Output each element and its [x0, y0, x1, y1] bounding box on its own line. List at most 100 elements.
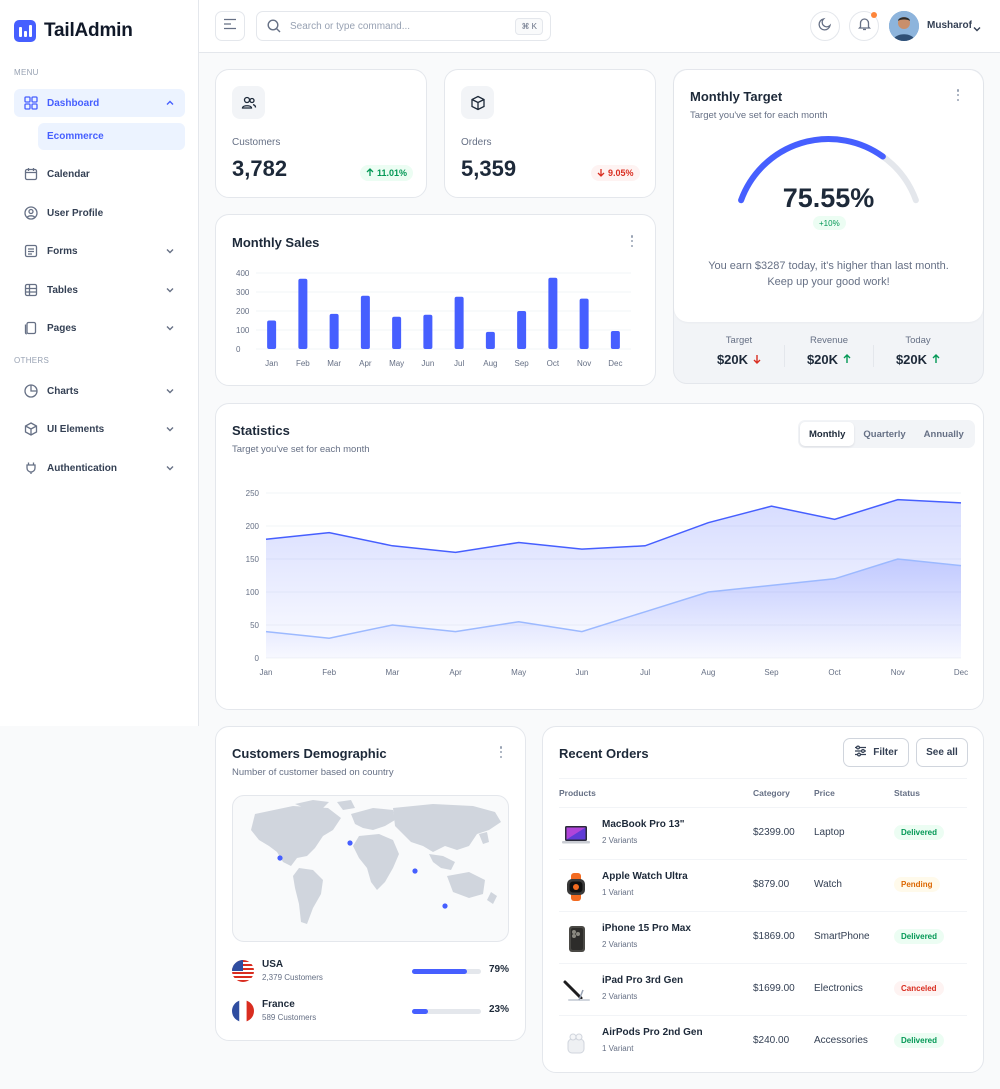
- search-shortcut: ⌘ K: [515, 18, 543, 35]
- y-tick-label: 100: [236, 326, 250, 335]
- grid-icon: [23, 96, 38, 111]
- card-subtitle: Target you've set for each month: [232, 444, 370, 455]
- sidebar-item-tables[interactable]: Tables: [14, 276, 185, 304]
- france-flag-icon: [232, 1000, 254, 1022]
- tab-monthly[interactable]: Monthly: [800, 422, 855, 446]
- bar: [360, 295, 370, 349]
- product-price: $2399.00: [753, 827, 795, 838]
- y-tick-label: 400: [236, 269, 250, 278]
- table-row[interactable]: iPhone 15 Pro Max 2 Variants $1869.00 Sm…: [559, 912, 967, 963]
- metric-card-customers: Customers 3,782 11.01%: [215, 69, 427, 198]
- bar: [485, 331, 495, 349]
- product-variants: 2 Variants: [602, 992, 638, 1001]
- logo[interactable]: TailAdmin: [14, 20, 133, 42]
- menu-section-label: MENU: [14, 68, 39, 77]
- sidebar-toggle-button[interactable]: [215, 11, 245, 41]
- notifications-button[interactable]: [849, 11, 879, 41]
- x-tick-label: Jun: [575, 668, 588, 677]
- series-line: [265, 558, 962, 639]
- table-row[interactable]: Apple Watch Ultra 1 Variant $879.00 Watc…: [559, 860, 967, 911]
- smartphone-icon: [559, 922, 592, 955]
- see-all-button[interactable]: See all: [916, 738, 968, 767]
- table-row[interactable]: iPad Pro 3rd Gen 2 Variants $1699.00 Ele…: [559, 964, 967, 1015]
- sidebar-item-dashboard[interactable]: Dashboard: [14, 89, 185, 117]
- product-name: Apple Watch Ultra: [602, 871, 688, 882]
- product-price: $879.00: [753, 879, 790, 890]
- country-customers: 589 Customers: [262, 1013, 317, 1022]
- country-percent: 79%: [489, 964, 510, 975]
- card-title: Statistics: [232, 423, 290, 438]
- more-options-icon[interactable]: [953, 88, 963, 102]
- arrow-down-icon: [597, 168, 605, 179]
- brand-name: TailAdmin: [44, 20, 133, 41]
- filter-button[interactable]: Filter: [843, 738, 909, 767]
- bar: [548, 277, 558, 349]
- statistics-card: Statistics Target you've set for each mo…: [215, 403, 984, 710]
- product-variants: 1 Variant: [602, 888, 634, 897]
- status-badge: Delivered: [894, 1033, 945, 1048]
- column-header-price[interactable]: Price: [814, 788, 835, 798]
- pages-icon: [23, 321, 38, 336]
- usa-flag-icon: [232, 960, 254, 982]
- sidebar-item-calendar[interactable]: Calendar: [14, 160, 185, 188]
- calendar-icon: [23, 167, 38, 182]
- x-tick-label: Aug: [483, 359, 497, 368]
- sidebar-subitem-ecommerce[interactable]: Ecommerce: [38, 123, 185, 150]
- sidebar-item-pages[interactable]: Pages: [14, 314, 185, 342]
- column-header-products[interactable]: Products: [559, 788, 596, 798]
- earbuds-icon: [559, 1026, 592, 1059]
- box-icon: [461, 86, 494, 119]
- target-stat-today: Today $20K: [873, 335, 963, 367]
- more-options-icon[interactable]: [627, 234, 637, 248]
- tab-annually[interactable]: Annually: [923, 428, 964, 440]
- stat-label: Target: [725, 335, 753, 346]
- period-selector: Monthly Quarterly Annually: [798, 420, 975, 448]
- series-line: [265, 498, 962, 554]
- x-tick-label: Jul: [454, 359, 464, 368]
- sidebar-item-charts[interactable]: Charts: [14, 377, 185, 405]
- metric-value: 5,359: [461, 156, 517, 181]
- bar: [267, 320, 277, 349]
- world-map: [232, 795, 509, 942]
- country-name: France: [262, 999, 295, 1010]
- x-tick-label: May: [389, 359, 404, 368]
- tablet-icon: [559, 974, 592, 1007]
- more-options-icon[interactable]: [496, 745, 506, 759]
- sidebar-item-forms[interactable]: Forms: [14, 237, 185, 265]
- stat-value: $20K: [716, 352, 749, 367]
- tab-quarterly[interactable]: Quarterly: [863, 428, 906, 440]
- country-row-usa: USA 2,379 Customers 79%: [232, 958, 509, 986]
- pie-chart-icon: [23, 384, 38, 399]
- x-tick-label: Jan: [260, 668, 273, 677]
- statistics-chart: 0 50 100 150 200 250 Jan Feb Mar Apr May Jun Jul Aug S…: [246, 489, 968, 677]
- y-tick-label: 300: [236, 288, 250, 297]
- sidebar-item-label: Authentication: [47, 462, 117, 474]
- dark-mode-toggle[interactable]: [810, 11, 840, 41]
- sidebar-item-ui-elements[interactable]: UI Elements: [14, 415, 185, 443]
- product-category: Electronics: [814, 983, 863, 994]
- column-header-status[interactable]: Status: [894, 788, 920, 798]
- table-row[interactable]: MacBook Pro 13" 2 Variants $2399.00 Lapt…: [559, 808, 967, 859]
- status-badge: Delivered: [894, 825, 945, 840]
- chevron-down-icon[interactable]: [972, 21, 982, 39]
- monthly-target-card: Monthly Target Target you've set for eac…: [673, 69, 984, 384]
- x-tick-label: Jul: [640, 668, 650, 677]
- sidebar-item-user-profile[interactable]: User Profile: [14, 199, 185, 227]
- x-tick-label: Dec: [608, 359, 622, 368]
- table-row[interactable]: AirPods Pro 2nd Gen 1 Variant $240.00 Ac…: [559, 1016, 967, 1067]
- x-tick-label: Oct: [547, 359, 560, 368]
- chevron-up-icon: [165, 98, 175, 111]
- series-area: [266, 559, 961, 658]
- metric-label: Orders: [461, 137, 492, 148]
- search-input[interactable]: Search or type command... ⌘ K: [256, 11, 551, 41]
- divider: [559, 1015, 967, 1016]
- avatar[interactable]: [889, 11, 919, 41]
- y-tick-label: 50: [250, 621, 259, 630]
- watch-icon: [559, 870, 592, 903]
- product-price: $1699.00: [753, 983, 795, 994]
- column-header-category[interactable]: Category: [753, 788, 790, 798]
- product-variants: 1 Variant: [602, 1044, 634, 1053]
- world-map-graphic: [251, 800, 501, 924]
- bar: [298, 278, 308, 349]
- sidebar-item-authentication[interactable]: Authentication: [14, 454, 185, 482]
